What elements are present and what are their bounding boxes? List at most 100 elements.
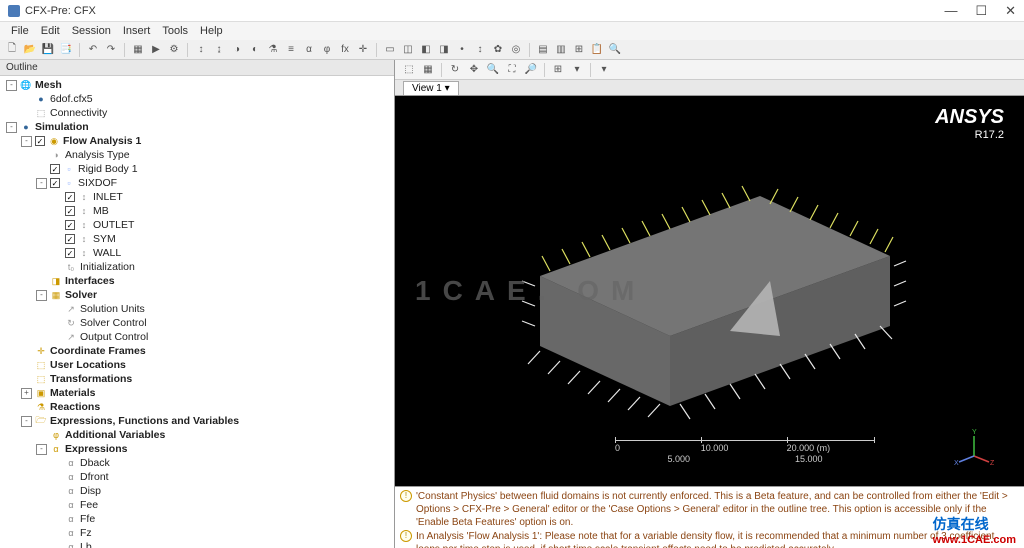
tb-p-icon[interactable]: ↕ [472,42,488,58]
tb-q-icon[interactable]: ✿ [490,42,506,58]
tree-node[interactable]: αFfe [0,512,394,526]
tree-node[interactable]: -🗁Expressions, Functions and Variables [0,414,394,428]
tree-node[interactable]: ✓▫Rigid Body 1 [0,162,394,176]
tree-node[interactable]: ✓↕SYM [0,232,394,246]
tree-node[interactable]: ✓↕INLET [0,190,394,204]
menu-session[interactable]: Session [67,25,116,37]
tree-node[interactable]: ●6dof.cfx5 [0,92,394,106]
tree-node[interactable]: -●Simulation [0,120,394,134]
tree-node[interactable]: t₀Initialization [0,260,394,274]
outline-tree[interactable]: -🌐Mesh ●6dof.cfx5 ⬚Connectivity-●Simulat… [0,76,394,548]
vt-rotate-icon[interactable]: ↻ [447,62,463,78]
tb-save2-icon[interactable]: 📑 [58,42,74,58]
tb-o-icon[interactable]: • [454,42,470,58]
watermark: 1CAE. OM [415,275,646,307]
tb-t-icon[interactable]: ▥ [553,42,569,58]
tb-save-icon[interactable]: 💾 [40,42,56,58]
menu-insert[interactable]: Insert [118,25,156,37]
tree-node[interactable]: ✓↕WALL [0,246,394,260]
tb-r-icon[interactable]: ◎ [508,42,524,58]
tree-node[interactable]: ↻Solver Control [0,316,394,330]
vt-grid-icon[interactable]: ⊞ [550,62,566,78]
close-button[interactable]: ✕ [1005,3,1016,19]
tb-run-icon[interactable]: ▶ [148,42,164,58]
tree-node[interactable]: αLb [0,540,394,548]
tb-m-icon[interactable]: ◧ [418,42,434,58]
tree-node[interactable]: ✓↕MB [0,204,394,218]
footer-brand: 仿真在线 www.1CAE.com [933,514,1016,546]
tree-node[interactable]: αDisp [0,484,394,498]
tb-e-icon[interactable]: ⚗ [265,42,281,58]
tree-node[interactable]: αDfront [0,470,394,484]
tree-node[interactable]: ⚗Reactions [0,400,394,414]
tree-node[interactable]: φAdditional Variables [0,428,394,442]
tb-j-icon[interactable]: ✛ [355,42,371,58]
tb-new-icon[interactable]: 🗋 [4,42,20,58]
tree-node[interactable]: αFee [0,498,394,512]
tree-node[interactable]: -▦Solver [0,288,394,302]
tree-node[interactable]: ◨Interfaces [0,274,394,288]
tb-redo-icon[interactable]: ↷ [103,42,119,58]
viewport-3d[interactable]: ANSYS R17.2 [395,96,1024,486]
tb-c-icon[interactable]: ◑ [229,42,245,58]
tb-b-icon[interactable]: ↨ [211,42,227,58]
tb-g-icon[interactable]: α [301,42,317,58]
menu-edit[interactable]: Edit [36,25,65,37]
tree-node[interactable]: ⬚User Locations [0,358,394,372]
tb-h-icon[interactable]: φ [319,42,335,58]
vt-pan-icon[interactable]: ✥ [466,62,482,78]
tb-cfg-icon[interactable]: ⚙ [166,42,182,58]
vt-b-icon[interactable]: ▦ [420,62,436,78]
menubar: File Edit Session Insert Tools Help [0,22,1024,40]
tree-node[interactable]: +▣Materials [0,386,394,400]
tb-undo-icon[interactable]: ↶ [85,42,101,58]
menu-help[interactable]: Help [195,25,228,37]
tb-i-icon[interactable]: fx [337,42,353,58]
vt-zoom2-icon[interactable]: 🔎 [523,62,539,78]
menu-tools[interactable]: Tools [157,25,193,37]
tb-d-icon[interactable]: ◐ [247,42,263,58]
tb-open-icon[interactable]: 📂 [22,42,38,58]
tb-k-icon[interactable]: ▭ [382,42,398,58]
message-panel: !'Constant Physics' between fluid domain… [395,486,1024,548]
tree-node[interactable]: ↗Output Control [0,330,394,344]
minimize-button[interactable]: ― [944,3,957,19]
vt-fit-icon[interactable]: ⛶ [504,62,520,78]
warning-icon: ! [400,490,412,502]
tree-node[interactable]: ◑Analysis Type [0,148,394,162]
tb-s-icon[interactable]: ▤ [535,42,551,58]
maximize-button[interactable]: ☐ [975,3,987,19]
svg-text:X: X [954,460,959,466]
tb-w-icon[interactable]: 🔍 [607,42,623,58]
menu-file[interactable]: File [6,25,34,37]
tb-u-icon[interactable]: ⊞ [571,42,587,58]
tree-node[interactable]: -αExpressions [0,442,394,456]
svg-text:Y: Y [972,429,977,436]
vt-more-icon[interactable]: ▾ [596,62,612,78]
svg-text:Z: Z [990,460,994,466]
tree-node[interactable]: -🌐Mesh [0,78,394,92]
vt-a-icon[interactable]: ⬚ [401,62,417,78]
tb-mesh-icon[interactable]: ▦ [130,42,146,58]
tree-node[interactable]: -✓▫SIXDOF [0,176,394,190]
tree-node[interactable]: ✓↕OUTLET [0,218,394,232]
tb-l-icon[interactable]: ◫ [400,42,416,58]
tree-node[interactable]: αFz [0,526,394,540]
tree-node[interactable]: -✓◉Flow Analysis 1 [0,134,394,148]
outline-panel: Outline -🌐Mesh ●6dof.cfx5 ⬚Connectivity-… [0,60,395,548]
msg-text: In Analysis 'Flow Analysis 1': Please no… [416,530,1019,548]
outline-header: Outline [0,60,394,76]
axis-triad: Z Y X [954,426,994,466]
tree-node[interactable]: ⬚Transformations [0,372,394,386]
tree-node[interactable]: ↗Solution Units [0,302,394,316]
vt-zoom-icon[interactable]: 🔍 [485,62,501,78]
view-tab-1[interactable]: View 1 ▾ [403,81,459,95]
tb-a-icon[interactable]: ↕ [193,42,209,58]
tb-v-icon[interactable]: 📋 [589,42,605,58]
tb-n-icon[interactable]: ◨ [436,42,452,58]
tree-node[interactable]: αDback [0,456,394,470]
vt-drop-icon[interactable]: ▾ [569,62,585,78]
tree-node[interactable]: ✛Coordinate Frames [0,344,394,358]
tb-f-icon[interactable]: ≡ [283,42,299,58]
tree-node[interactable]: ⬚Connectivity [0,106,394,120]
